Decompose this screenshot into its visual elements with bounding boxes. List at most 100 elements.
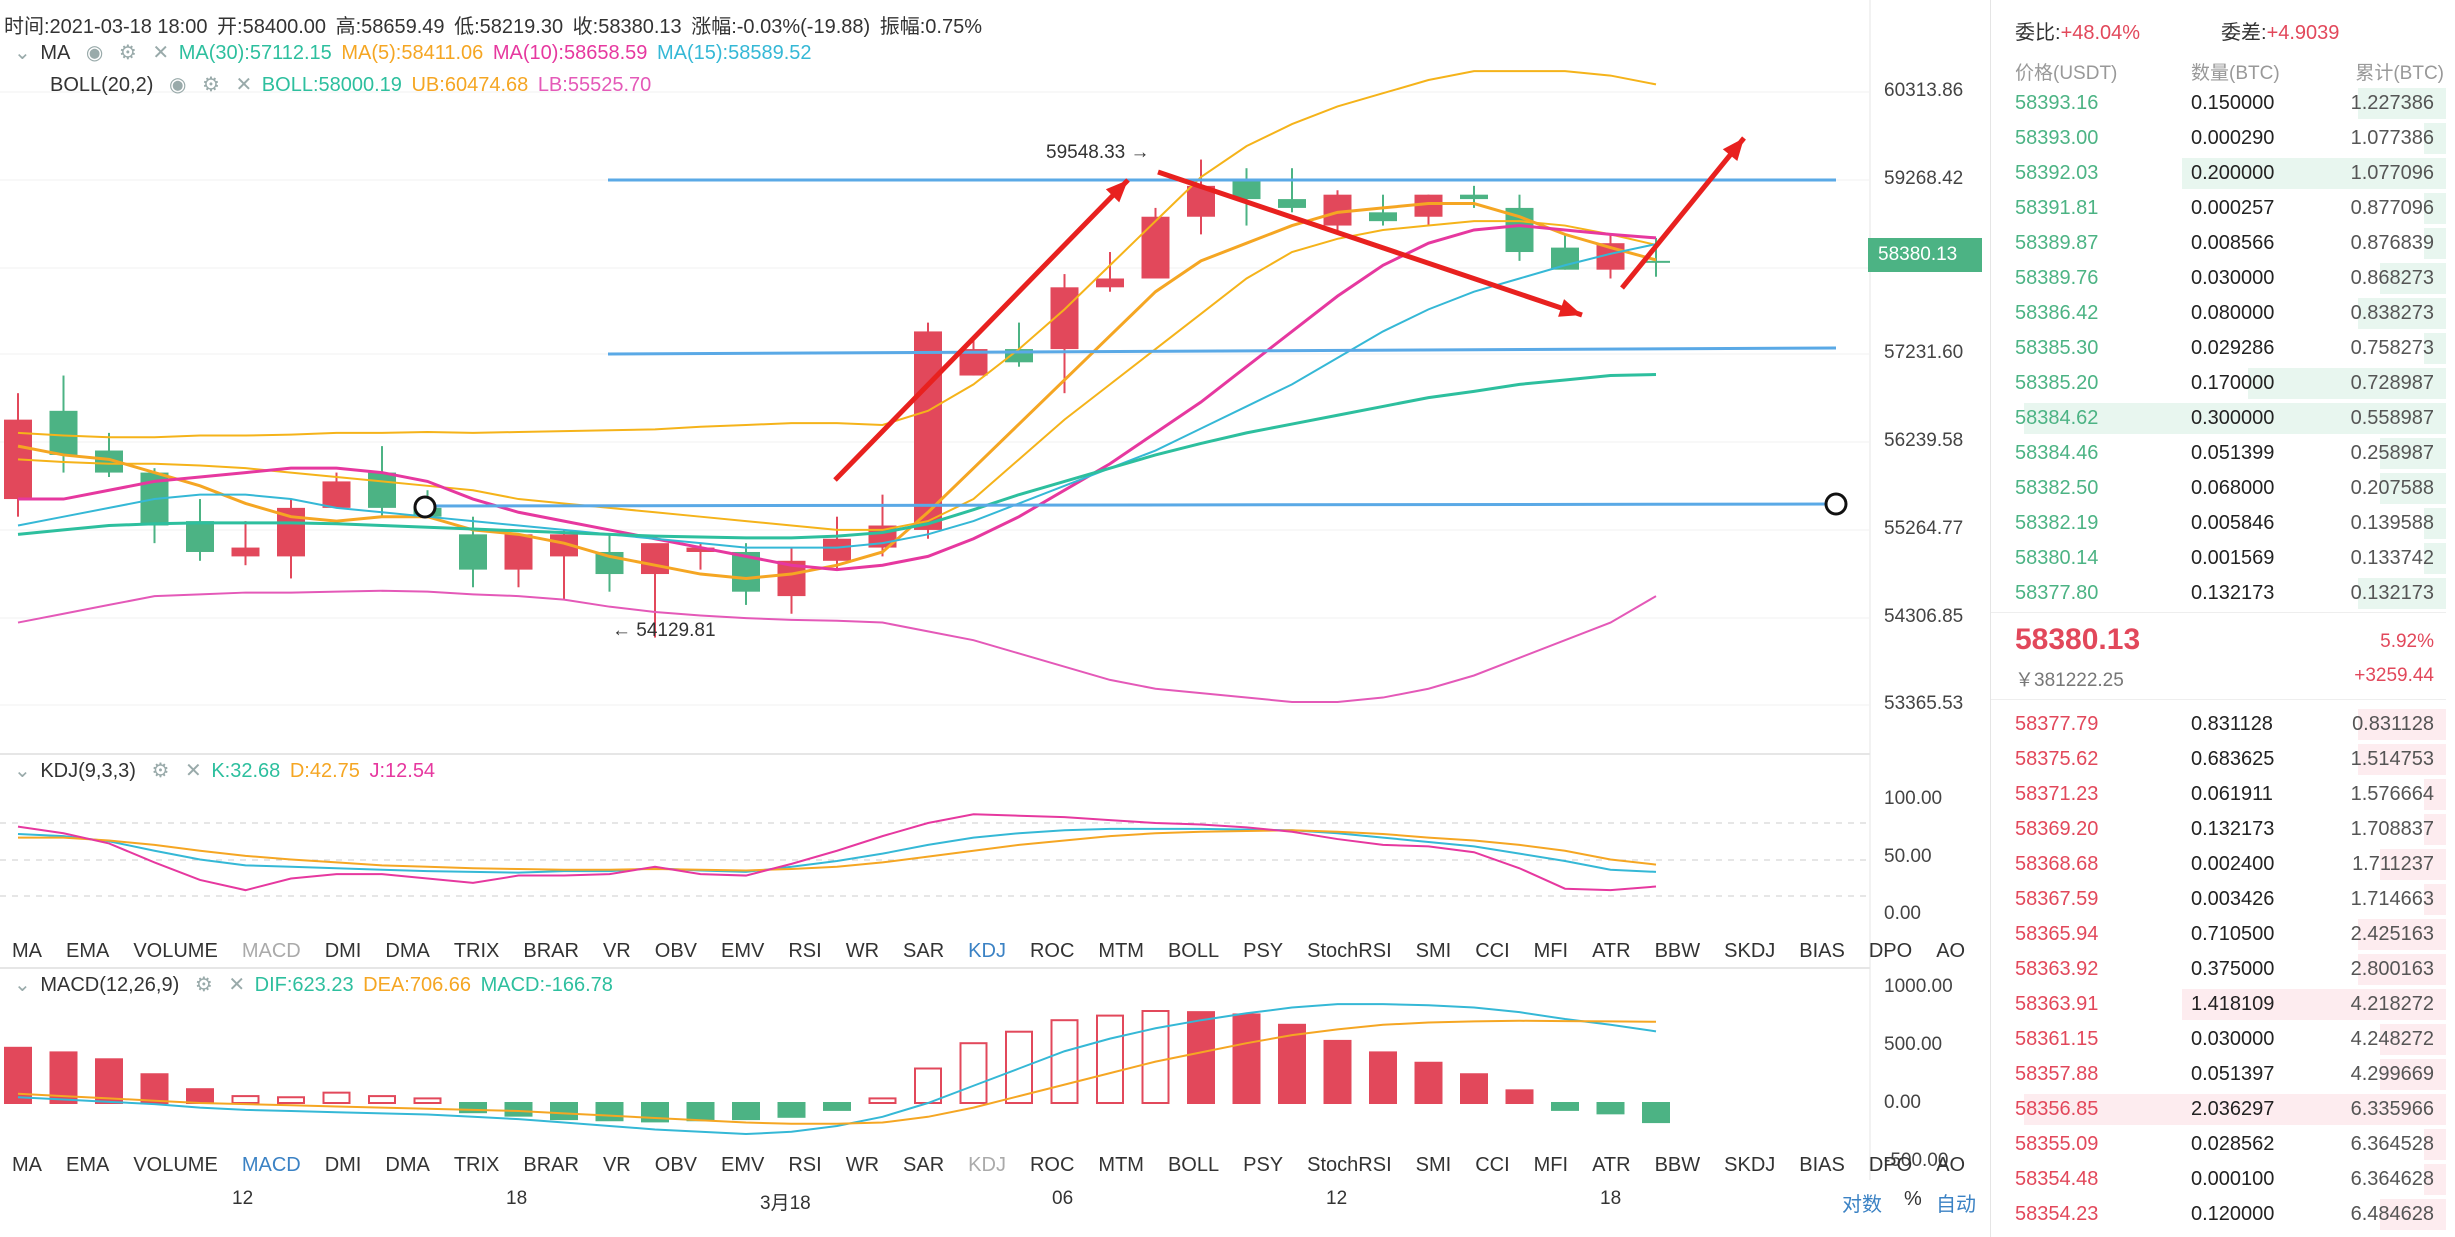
ask-row[interactable]: 58368.68 0.002400 1.711237 [1991,847,2446,882]
percent-scale-button[interactable]: % [1904,1188,1922,1210]
auto-scale-button[interactable]: 自动 [1936,1194,1976,1216]
indicator-skdj[interactable]: SKDJ [1724,1153,1776,1176]
gear-icon[interactable]: ⚙ [118,42,137,64]
indicator-smi[interactable]: SMI [1415,1153,1452,1176]
indicator-psy[interactable]: PSY [1243,939,1284,962]
indicator-macd[interactable]: MACD [241,1153,301,1176]
indicator-emv[interactable]: EMV [721,1153,765,1176]
bid-row[interactable]: 58393.16 0.150000 1.227386 [1991,86,2446,121]
indicator-roc[interactable]: ROC [1029,939,1075,962]
ask-row[interactable]: 58363.91 1.418109 4.218272 [1991,987,2446,1022]
indicator-trix[interactable]: TRIX [453,1153,500,1176]
indicator-macd[interactable]: MACD [241,939,301,962]
indicator-volume[interactable]: VOLUME [133,939,218,962]
indicator-roc[interactable]: ROC [1029,1153,1075,1176]
chevron-down-icon[interactable]: ⌄ [14,974,31,996]
ask-row[interactable]: 58361.15 0.030000 4.248272 [1991,1022,2446,1057]
indicator-vr[interactable]: VR [602,939,631,962]
indicator-mfi[interactable]: MFI [1533,939,1569,962]
bid-row[interactable]: 58382.50 0.068000 0.207588 [1991,471,2446,506]
indicator-dpo[interactable]: DPO [1868,939,1913,962]
ask-row[interactable]: 58357.88 0.051397 4.299669 [1991,1057,2446,1092]
bid-row[interactable]: 58385.30 0.029286 0.758273 [1991,331,2446,366]
bid-row[interactable]: 58389.76 0.030000 0.868273 [1991,261,2446,296]
ask-row[interactable]: 58354.23 0.120000 6.484628 [1991,1197,2446,1232]
indicator-ema[interactable]: EMA [66,1153,110,1176]
close-icon[interactable]: ✕ [235,74,253,96]
indicator-ma[interactable]: MA [12,1153,42,1176]
indicator-bbw[interactable]: BBW [1654,939,1701,962]
close-icon[interactable]: ✕ [184,760,202,782]
indicator-ema[interactable]: EMA [66,939,110,962]
indicator-emv[interactable]: EMV [721,939,765,962]
indicator-ao[interactable]: AO [1936,939,1966,962]
bid-row[interactable]: 58377.80 0.132173 0.132173 [1991,576,2446,611]
bid-row[interactable]: 58384.62 0.300000 0.558987 [1991,401,2446,436]
indicator-sar[interactable]: SAR [903,1153,945,1176]
indicator-mfi[interactable]: MFI [1533,1153,1569,1176]
indicator-wr[interactable]: WR [845,939,880,962]
indicator-mtm[interactable]: MTM [1098,939,1144,962]
indicator-bbw[interactable]: BBW [1654,1153,1701,1176]
bid-row[interactable]: 58389.87 0.008566 0.876839 [1991,226,2446,261]
indicator-dmi[interactable]: DMI [324,1153,362,1176]
close-icon[interactable]: ✕ [228,974,246,996]
ask-row[interactable]: 58363.92 0.375000 2.800163 [1991,952,2446,987]
indicator-skdj[interactable]: SKDJ [1724,939,1776,962]
bid-row[interactable]: 58393.00 0.000290 1.077386 [1991,121,2446,156]
indicator-boll[interactable]: BOLL [1167,939,1220,962]
chart-area[interactable]: 时间:2021-03-18 18:00 开:58400.00 高:58659.4… [0,0,1987,1237]
ask-row[interactable]: 58365.94 0.710500 2.425163 [1991,917,2446,952]
chevron-down-icon[interactable]: ⌄ [14,42,31,64]
candlestick-chart[interactable] [0,0,1987,1237]
indicator-cci[interactable]: CCI [1475,939,1510,962]
indicator-stochrsi[interactable]: StochRSI [1307,1153,1392,1176]
indicator-stochrsi[interactable]: StochRSI [1307,939,1392,962]
gear-icon[interactable]: ⚙ [201,74,220,96]
indicator-boll[interactable]: BOLL [1167,1153,1220,1176]
indicator-kdj[interactable]: KDJ [968,939,1006,962]
indicator-dma[interactable]: DMA [385,939,430,962]
indicator-volume[interactable]: VOLUME [133,1153,218,1176]
ask-row[interactable]: 58369.20 0.132173 1.708837 [1991,812,2446,847]
indicator-vr[interactable]: VR [602,1153,631,1176]
ask-row[interactable]: 58367.59 0.003426 1.714663 [1991,882,2446,917]
ask-row[interactable]: 58375.62 0.683625 1.514753 [1991,742,2446,777]
indicator-kdj[interactable]: KDJ [968,1153,1006,1176]
indicator-bias[interactable]: BIAS [1799,939,1845,962]
log-scale-button[interactable]: 对数 [1842,1194,1882,1216]
indicator-trix[interactable]: TRIX [453,939,500,962]
bid-row[interactable]: 58391.81 0.000257 0.877096 [1991,191,2446,226]
ask-row[interactable]: 58355.09 0.028562 6.364528 [1991,1127,2446,1162]
indicator-dmi[interactable]: DMI [324,939,362,962]
indicator-cci[interactable]: CCI [1475,1153,1510,1176]
indicator-psy[interactable]: PSY [1243,1153,1284,1176]
bid-row[interactable]: 58380.14 0.001569 0.133742 [1991,541,2446,576]
eye-icon[interactable]: ◉ [168,74,187,96]
eye-icon[interactable]: ◉ [85,42,104,64]
gear-icon[interactable]: ⚙ [151,760,170,782]
indicator-wr[interactable]: WR [845,1153,880,1176]
ask-row[interactable]: 58354.48 0.000100 6.364628 [1991,1162,2446,1197]
indicator-dpo[interactable]: DPO [1868,1153,1913,1176]
indicator-bias[interactable]: BIAS [1799,1153,1845,1176]
indicator-ma[interactable]: MA [12,939,42,962]
close-icon[interactable]: ✕ [152,42,170,64]
indicator-smi[interactable]: SMI [1415,939,1452,962]
ask-row[interactable]: 58377.79 0.831128 0.831128 [1991,707,2446,742]
indicator-brar[interactable]: BRAR [523,1153,579,1176]
ask-row[interactable]: 58356.85 2.036297 6.335966 [1991,1092,2446,1127]
bid-row[interactable]: 58384.46 0.051399 0.258987 [1991,436,2446,471]
bid-row[interactable]: 58382.19 0.005846 0.139588 [1991,506,2446,541]
bid-row[interactable]: 58392.03 0.200000 1.077096 [1991,156,2446,191]
indicator-brar[interactable]: BRAR [523,939,579,962]
bid-row[interactable]: 58385.20 0.170000 0.728987 [1991,366,2446,401]
bid-row[interactable]: 58386.42 0.080000 0.838273 [1991,296,2446,331]
indicator-sar[interactable]: SAR [903,939,945,962]
indicator-dma[interactable]: DMA [385,1153,430,1176]
indicator-atr[interactable]: ATR [1592,1153,1631,1176]
indicator-rsi[interactable]: RSI [788,939,822,962]
indicator-atr[interactable]: ATR [1592,939,1631,962]
indicator-obv[interactable]: OBV [654,1153,698,1176]
gear-icon[interactable]: ⚙ [194,974,213,996]
